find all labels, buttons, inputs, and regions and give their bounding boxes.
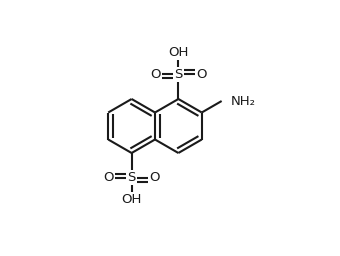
Text: OH: OH: [168, 46, 189, 59]
Text: O: O: [196, 68, 207, 81]
Text: O: O: [149, 171, 160, 184]
Text: O: O: [150, 68, 161, 81]
Text: OH: OH: [121, 194, 142, 207]
Text: S: S: [128, 171, 136, 184]
Text: NH₂: NH₂: [231, 94, 256, 108]
Text: O: O: [103, 171, 114, 184]
Text: S: S: [174, 68, 183, 81]
